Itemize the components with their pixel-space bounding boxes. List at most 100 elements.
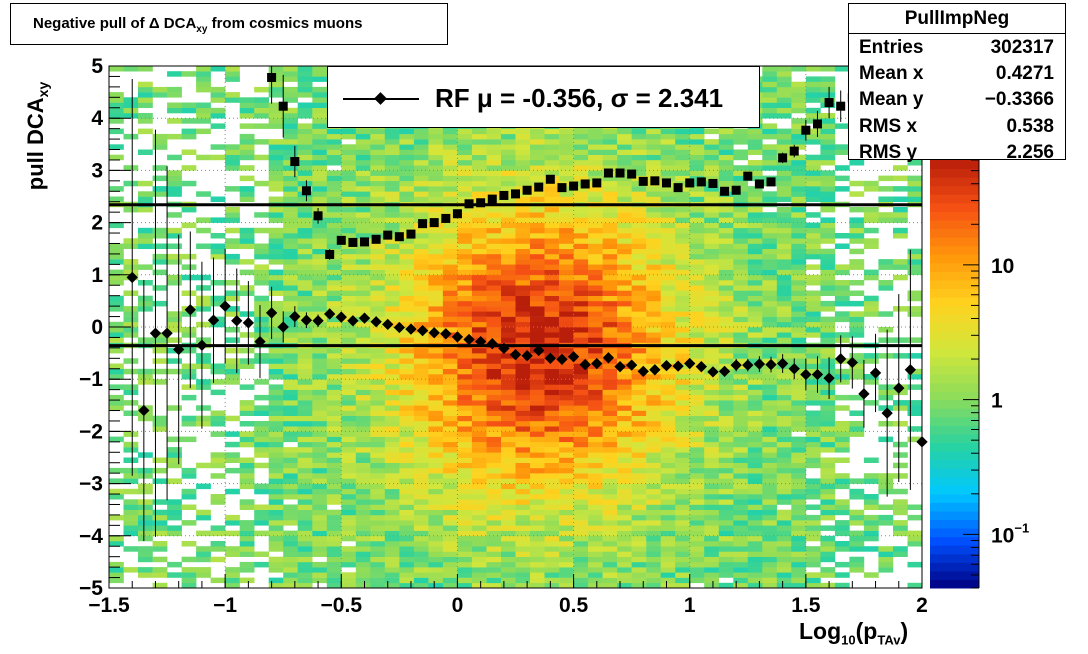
heatmap-cell [471, 353, 487, 359]
heatmap-cell [413, 180, 429, 187]
heatmap-cell [805, 243, 821, 249]
heatmap-cell [515, 160, 531, 166]
heatmap-cell [312, 238, 328, 244]
heatmap-cell [413, 452, 429, 458]
heatmap-cell [718, 253, 734, 260]
heatmap-cell [239, 139, 255, 145]
heatmap-cell [762, 113, 778, 119]
heatmap-cell [559, 290, 574, 296]
heatmap-cell [239, 290, 255, 296]
heatmap-cell [747, 300, 763, 307]
heatmap-cell [559, 227, 574, 234]
heatmap-cell [675, 217, 690, 223]
heatmap-cell [675, 327, 690, 333]
heatmap-cell [544, 535, 560, 542]
heatmap-cell [733, 248, 749, 255]
heatmap-cell [312, 452, 328, 458]
heatmap-cell [631, 520, 647, 526]
heatmap-cell [834, 368, 850, 375]
heatmap-cell [602, 530, 618, 537]
heatmap-cell [675, 133, 690, 140]
heatmap-cell [196, 217, 211, 223]
heatmap-cell [820, 118, 836, 124]
heatmap-cell [428, 415, 444, 422]
heatmap-cell [544, 133, 560, 140]
heatmap-cell [384, 186, 400, 192]
heatmap-cell [660, 149, 676, 155]
heatmap-cell [457, 306, 473, 312]
heatmap-cell [239, 165, 255, 171]
heatmap-cell [704, 379, 719, 385]
heatmap-cell [355, 139, 371, 145]
heatmap-cell [225, 227, 240, 234]
heatmap-cell [268, 567, 284, 573]
heatmap-cell [486, 363, 502, 369]
heatmap-cell [341, 452, 357, 458]
heatmap-cell [544, 561, 560, 568]
heatmap-cell [675, 311, 690, 317]
heatmap-cell [834, 457, 850, 463]
heatmap-cell [733, 274, 749, 281]
heatmap-cell [776, 347, 792, 354]
heatmap-cell [675, 567, 690, 573]
heatmap-cell [167, 462, 182, 469]
heatmap-cell [704, 196, 719, 202]
heatmap-cell [660, 337, 676, 343]
heatmap-cell [268, 556, 284, 563]
heatmap-cell [573, 269, 589, 276]
heatmap-cell [530, 212, 545, 218]
heatmap-cell [704, 410, 719, 416]
heatmap-cell [225, 327, 240, 333]
heatmap-cell [399, 561, 415, 568]
heatmap-cell [428, 295, 444, 302]
heatmap-cell [471, 259, 487, 265]
heatmap-cell [167, 499, 182, 505]
heatmap-cell [893, 212, 908, 218]
heatmap-cell [588, 295, 603, 302]
heatmap-cell [602, 504, 618, 510]
heatmap-cell [457, 311, 473, 317]
heatmap-cell [268, 118, 284, 124]
heatmap-cell [341, 488, 357, 495]
heatmap-cell [675, 441, 690, 448]
heatmap-cell [239, 133, 255, 140]
heatmap-cell [486, 389, 502, 396]
heatmap-cell [341, 499, 357, 505]
heatmap-cell [559, 572, 574, 578]
heatmap-cell [776, 410, 792, 416]
heatmap-cell [791, 97, 807, 103]
heatmap-cell [123, 368, 139, 375]
heatmap-cell [704, 311, 719, 317]
heatmap-cell [893, 186, 908, 192]
heatmap-cell [660, 259, 676, 265]
heatmap-cell [123, 180, 139, 187]
heatmap-cell [660, 556, 676, 563]
heatmap-cell [370, 243, 386, 249]
heatmap-cell [704, 191, 719, 197]
heatmap-cell [573, 332, 589, 338]
heatmap-cell [501, 520, 516, 526]
heatmap-cell [689, 144, 705, 150]
heatmap-cell [268, 504, 284, 510]
heatmap-cell [225, 582, 240, 589]
colorbar-step [930, 511, 979, 521]
heatmap-cell [370, 421, 386, 427]
heatmap-cell [471, 441, 487, 448]
heatmap-cell [544, 509, 560, 516]
heatmap-cell [515, 300, 531, 307]
heatmap-cell [283, 180, 298, 187]
heatmap-cell [849, 478, 865, 484]
heatmap-cell [631, 165, 647, 171]
heatmap-cell [501, 541, 516, 547]
mean-point [428, 327, 440, 339]
heatmap-cell [326, 285, 342, 291]
heatmap-cell [776, 353, 792, 359]
heatmap-cell [312, 374, 328, 380]
heatmap-cell [617, 128, 632, 135]
heatmap-cell [399, 567, 415, 573]
heatmap-cell [762, 102, 778, 108]
heatmap-cell [776, 290, 792, 296]
heatmap-cell [747, 483, 763, 490]
heatmap-cell [907, 259, 923, 265]
heatmap-cell [646, 149, 661, 155]
